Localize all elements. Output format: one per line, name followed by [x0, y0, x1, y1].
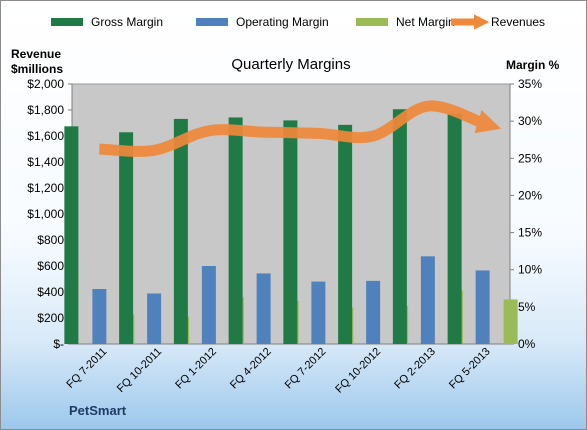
right-tick-label: 10%: [518, 263, 542, 277]
bar-gross-margin: [392, 109, 407, 344]
bar-operating-margin: [201, 266, 216, 344]
bar-operating-margin: [475, 270, 490, 344]
bar-operating-margin: [256, 273, 271, 344]
left-tick-label: $200: [37, 311, 64, 325]
left-tick-label: $400: [37, 285, 64, 299]
legend-label-net-margin: Net Margin: [396, 15, 455, 29]
bar-operating-margin: [366, 280, 381, 344]
left-axis-title: Revenue: [11, 47, 61, 61]
bar-operating-margin: [420, 256, 435, 344]
x-tick-label: FQ 7-2012: [283, 346, 329, 392]
right-tick-label: 30%: [518, 114, 542, 128]
legend-label-operating-margin: Operating Margin: [236, 15, 329, 29]
legend-swatch-net-margin: [356, 18, 388, 26]
right-tick-label: 5%: [518, 300, 536, 314]
bar-gross-margin: [173, 118, 188, 345]
bar-operating-margin: [92, 289, 107, 344]
right-axis-title: Margin %: [506, 58, 560, 72]
left-tick-label: $1,600: [27, 129, 64, 143]
x-tick-label: FQ 7-2011: [64, 346, 109, 391]
revenues-line: [99, 100, 502, 157]
company-label: PetSmart: [69, 403, 127, 418]
left-tick-label: $1,800: [27, 103, 64, 117]
chart-title: Quarterly Margins: [231, 56, 350, 73]
bar-gross-margin: [119, 132, 134, 344]
bar-net-margin: [503, 299, 518, 344]
x-tick-label: FQ 4-2012: [228, 346, 274, 392]
left-tick-label: $1,400: [27, 155, 64, 169]
left-tick-label: $-: [53, 337, 64, 351]
left-tick-label: $800: [37, 233, 64, 247]
right-tick-label: 25%: [518, 151, 542, 165]
bar-operating-margin: [147, 293, 162, 344]
x-tick-label: FQ 1-2012: [173, 346, 219, 392]
legend-swatch-gross-margin: [51, 18, 83, 26]
x-tick-label: FQ 5-2013: [447, 346, 493, 392]
legend-label-revenues: Revenues: [491, 15, 545, 29]
right-tick-label: 15%: [518, 226, 542, 240]
bar-operating-margin: [311, 281, 326, 344]
x-tick-label: FQ 2-2013: [392, 346, 438, 392]
left-tick-label: $600: [37, 259, 64, 273]
x-tick-label: FQ 10-2012: [333, 346, 383, 396]
left-axis-title: $millions: [11, 62, 63, 76]
left-tick-label: $2,000: [27, 77, 64, 91]
right-tick-label: 20%: [518, 188, 542, 202]
legend-swatch-operating-margin: [196, 18, 228, 26]
right-tick-label: 0%: [518, 337, 536, 351]
bar-gross-margin: [338, 124, 353, 344]
bar-gross-margin: [447, 113, 462, 344]
bar-gross-margin: [64, 126, 79, 344]
left-tick-label: $1,200: [27, 181, 64, 195]
legend-label-gross-margin: Gross Margin: [91, 15, 163, 29]
bar-gross-margin: [228, 117, 243, 344]
bar-gross-margin: [283, 120, 298, 345]
right-tick-label: 35%: [518, 77, 542, 91]
x-tick-label: FQ 10-2011: [115, 346, 164, 395]
left-tick-label: $1,000: [27, 207, 64, 221]
